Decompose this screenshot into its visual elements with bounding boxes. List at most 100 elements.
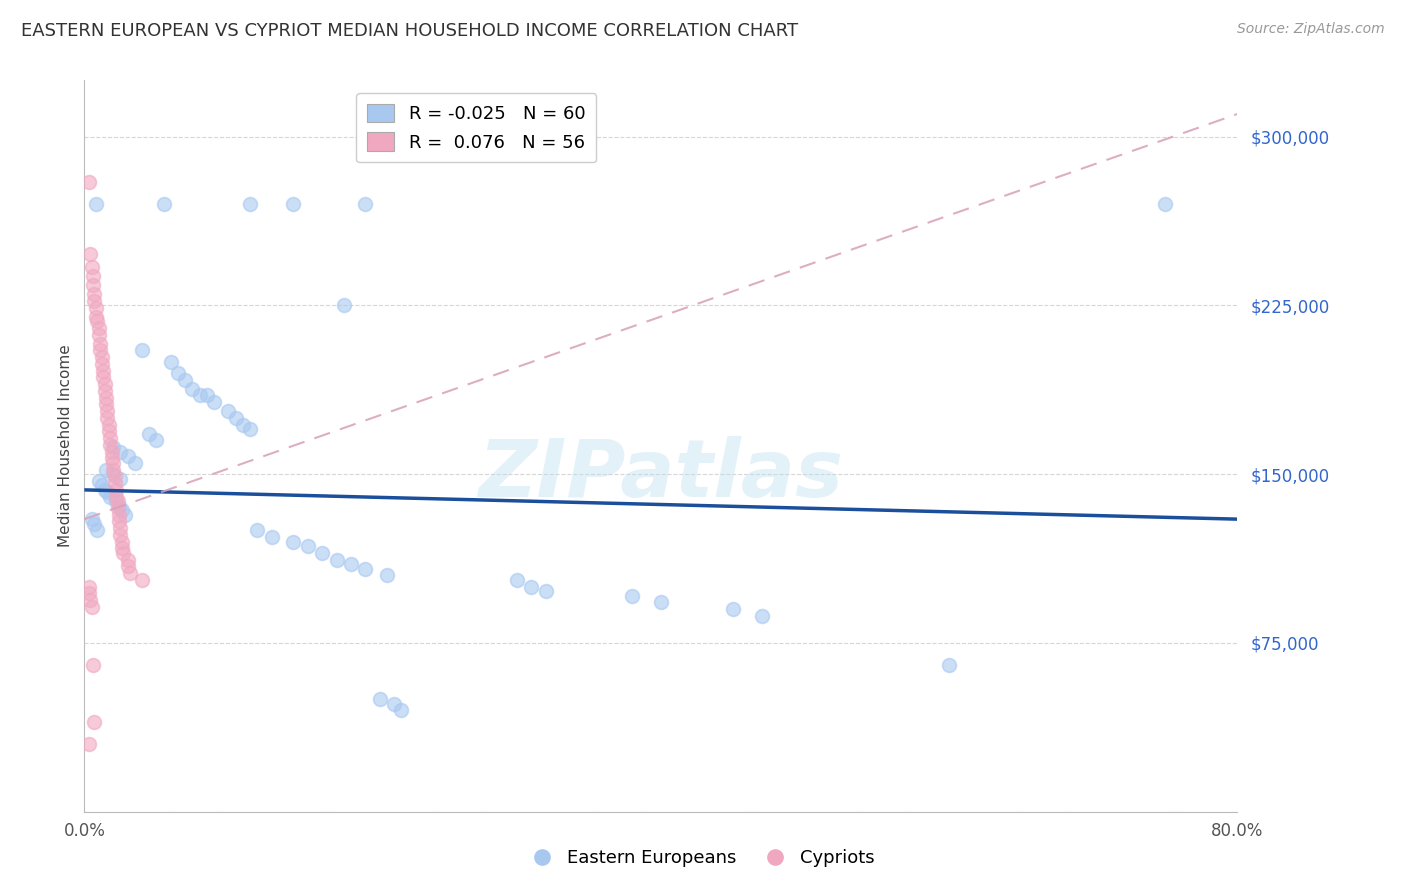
Point xyxy=(111,541,134,556)
Point xyxy=(91,363,114,377)
Point xyxy=(93,384,115,398)
Point xyxy=(87,327,110,342)
Point xyxy=(375,568,398,582)
Point xyxy=(94,462,117,476)
Point xyxy=(100,444,122,458)
Point xyxy=(90,478,112,492)
Point xyxy=(333,298,356,312)
Point xyxy=(103,456,124,470)
Point xyxy=(218,404,240,418)
Point xyxy=(90,357,112,371)
Point xyxy=(138,426,160,441)
Point xyxy=(108,515,131,529)
Point xyxy=(89,343,111,358)
Point xyxy=(506,573,529,587)
Point xyxy=(94,391,117,405)
Point xyxy=(80,512,103,526)
Point xyxy=(174,373,197,387)
Point xyxy=(96,485,118,500)
Point xyxy=(117,559,139,574)
Point xyxy=(145,434,167,448)
Point xyxy=(650,595,672,609)
Point xyxy=(91,370,114,384)
Point xyxy=(83,293,105,308)
Point xyxy=(104,476,127,491)
Point xyxy=(84,310,107,324)
Point xyxy=(112,546,135,560)
Text: Source: ZipAtlas.com: Source: ZipAtlas.com xyxy=(1237,22,1385,37)
Point xyxy=(131,343,153,358)
Point xyxy=(83,287,105,301)
Point xyxy=(96,404,118,418)
Point xyxy=(84,301,107,315)
Point xyxy=(93,483,115,497)
Point xyxy=(105,483,128,497)
Point xyxy=(80,599,103,614)
Point xyxy=(87,474,110,488)
Point xyxy=(520,580,543,594)
Point xyxy=(368,692,391,706)
Point xyxy=(100,451,122,466)
Point xyxy=(751,608,773,623)
Point xyxy=(167,366,190,380)
Point xyxy=(621,589,644,603)
Legend: R = -0.025   N = 60, R =  0.076   N = 56: R = -0.025 N = 60, R = 0.076 N = 56 xyxy=(357,93,596,162)
Point xyxy=(98,431,121,445)
Point xyxy=(160,354,183,368)
Point xyxy=(721,602,744,616)
Point xyxy=(90,350,112,364)
Point xyxy=(97,417,120,432)
Point xyxy=(114,508,136,522)
Point xyxy=(152,197,174,211)
Point xyxy=(103,440,124,454)
Point xyxy=(110,444,132,458)
Point xyxy=(391,703,413,717)
Point xyxy=(98,490,121,504)
Point xyxy=(534,584,557,599)
Point xyxy=(108,508,131,522)
Point xyxy=(239,422,262,436)
Point xyxy=(82,658,104,673)
Point xyxy=(94,397,117,411)
Point xyxy=(86,314,108,328)
Point xyxy=(117,449,139,463)
Point xyxy=(87,321,110,335)
Point xyxy=(98,438,121,452)
Point xyxy=(93,377,115,392)
Point xyxy=(77,580,100,594)
Point xyxy=(124,456,146,470)
Point xyxy=(82,269,104,284)
Point xyxy=(103,462,124,476)
Point xyxy=(382,697,405,711)
Text: EASTERN EUROPEAN VS CYPRIOT MEDIAN HOUSEHOLD INCOME CORRELATION CHART: EASTERN EUROPEAN VS CYPRIOT MEDIAN HOUSE… xyxy=(21,22,799,40)
Point xyxy=(340,557,363,571)
Point xyxy=(97,425,120,439)
Point xyxy=(107,494,129,508)
Point xyxy=(225,410,247,425)
Point xyxy=(354,197,377,211)
Y-axis label: Median Household Income: Median Household Income xyxy=(58,344,73,548)
Point xyxy=(110,521,132,535)
Point xyxy=(108,499,131,513)
Point xyxy=(89,336,111,351)
Point xyxy=(105,490,128,504)
Point xyxy=(232,417,254,432)
Point xyxy=(354,562,377,576)
Point xyxy=(110,528,132,542)
Point xyxy=(1154,197,1177,211)
Point xyxy=(297,539,319,553)
Point xyxy=(83,516,105,531)
Point xyxy=(96,410,118,425)
Point xyxy=(131,573,153,587)
Point xyxy=(82,278,104,293)
Point xyxy=(938,658,960,673)
Point xyxy=(110,472,132,486)
Point xyxy=(79,246,101,260)
Point xyxy=(77,737,100,751)
Point xyxy=(105,494,128,508)
Point xyxy=(111,503,134,517)
Point xyxy=(111,534,134,549)
Point xyxy=(80,260,103,274)
Point xyxy=(86,524,108,538)
Point xyxy=(202,395,225,409)
